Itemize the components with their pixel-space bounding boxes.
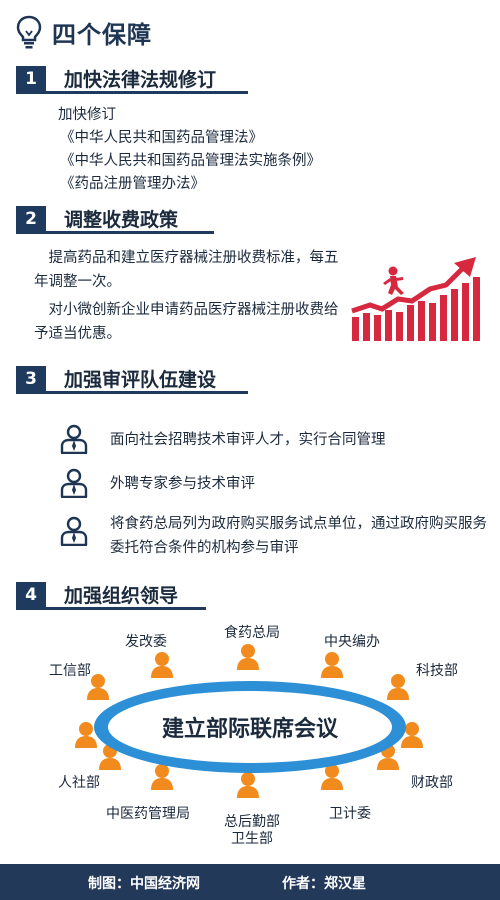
list-item: 加快修订 — [58, 107, 116, 123]
section-title: 加强组织领导 — [64, 585, 179, 607]
meeting-center-label: 建立部际联席会议 — [161, 716, 339, 742]
growth-chart-runner-icon — [351, 257, 480, 341]
section-number: 2 — [16, 206, 46, 232]
person-icon — [60, 516, 88, 546]
list-item: 将食药总局列为政府购买服务试点单位，通过政府购买服务委托符合条件的机构参与审评 — [60, 512, 490, 560]
section-number: 3 — [16, 366, 46, 392]
list-item: 面向社会招聘技术审评人才，实行合同管理 — [60, 424, 490, 454]
person-icon — [60, 468, 88, 498]
fee-paragraph: 提高药品和建立医疗器械注册收费标准，每五年调整一次。 — [34, 250, 339, 290]
participant-label: 总后勤部卫生部 — [224, 814, 280, 847]
page-title: 四个保障 — [52, 20, 152, 49]
section-title: 加快法律法规修订 — [64, 69, 217, 91]
footer-credit: 制图：中国经济网 — [88, 876, 200, 892]
list-item: 《药品注册管理办法》 — [60, 176, 205, 192]
lightbulb-icon — [16, 15, 42, 49]
participant-label: 发改委 — [125, 634, 167, 650]
section-title: 调整收费政策 — [64, 209, 179, 231]
section-underline — [16, 231, 214, 234]
participant-label: 工信部 — [49, 663, 91, 679]
participant-label: 科技部 — [416, 663, 458, 679]
section-title: 加强审评队伍建设 — [64, 369, 217, 391]
person-icon — [60, 424, 88, 454]
list-item: 外聘专家参与技术审评 — [60, 468, 490, 498]
section-underline — [16, 607, 206, 610]
participant-label: 卫计委 — [329, 806, 371, 822]
meeting-table-graphic — [75, 644, 423, 798]
section-number: 4 — [16, 582, 46, 608]
footer-bar: 制图：中国经济网 作者：郑汉星 — [0, 864, 500, 900]
participant-label: 食药总局 — [224, 625, 280, 641]
team-building-item: 面向社会招聘技术审评人才，实行合同管理 — [110, 432, 386, 448]
list-item: 《中华人民共和国药品管理法实施条例》 — [60, 153, 321, 169]
footer-author: 作者：郑汉星 — [282, 876, 366, 892]
participant-label: 中医药管理局 — [106, 806, 190, 822]
section-underline — [16, 91, 248, 94]
team-building-item: 将食药总局列为政府购买服务试点单位，通过政府购买服务委托符合条件的机构参与审评 — [110, 516, 487, 556]
participant-label: 人社部 — [58, 775, 100, 791]
law-revision-list: 加快修订 《中华人民共和国药品管理法》 《中华人民共和国药品管理法实施条例》 《… — [58, 104, 321, 196]
participant-label: 财政部 — [411, 775, 453, 791]
team-building-item: 外聘专家参与技术审评 — [110, 476, 255, 492]
page-header: 四个保障 — [16, 14, 152, 50]
fee-paragraph: 对小微创新企业申请药品医疗器械注册收费给予适当优惠。 — [34, 302, 339, 342]
participant-label: 中央编办 — [324, 634, 380, 650]
section-number: 1 — [16, 66, 46, 92]
section-underline — [16, 391, 248, 394]
list-item: 《中华人民共和国药品管理法》 — [60, 130, 263, 146]
